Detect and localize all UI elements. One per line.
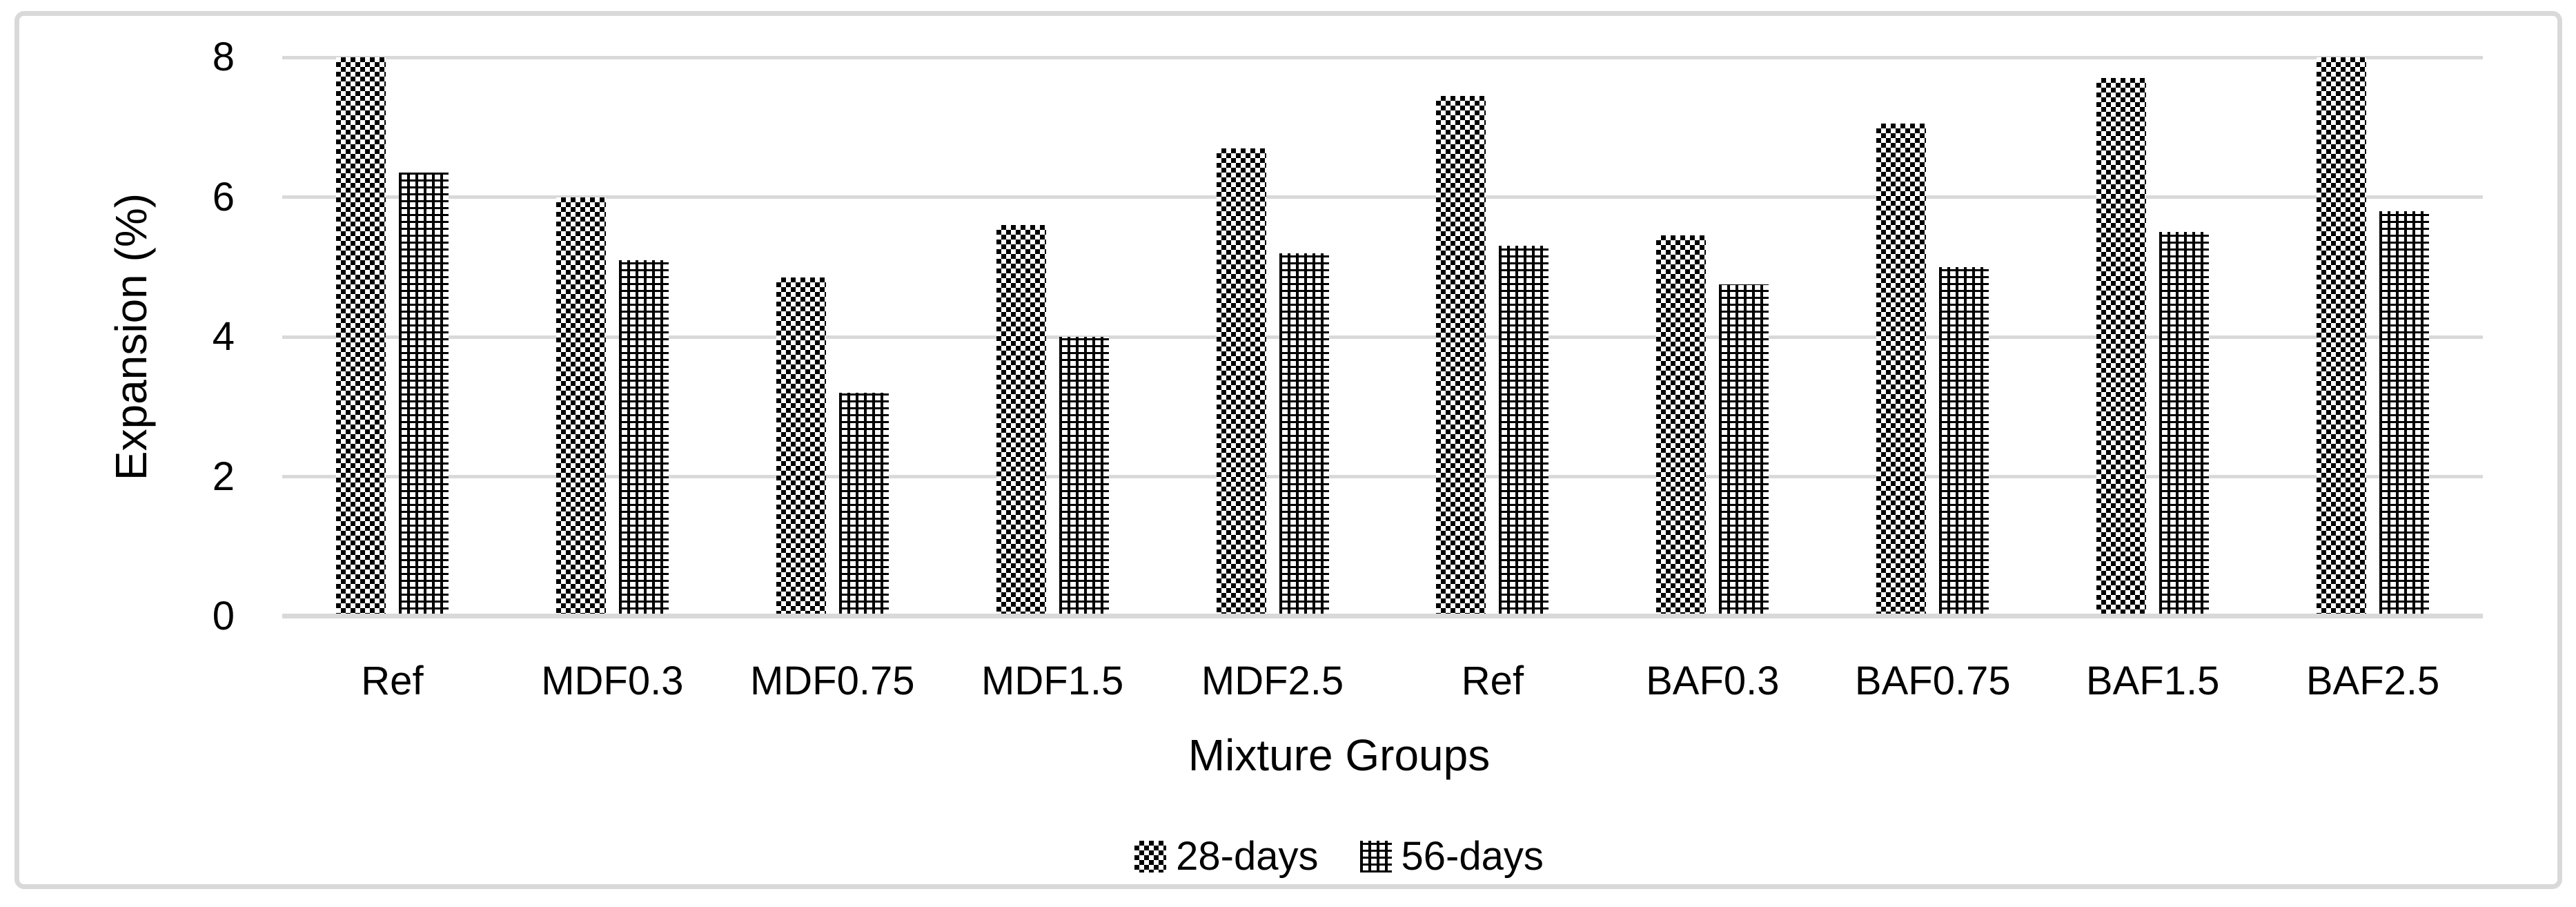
bar-28-days-MDF0.75: [776, 277, 826, 616]
bar-28-days-Ref: [335, 57, 386, 616]
y-tick-label-8: 8: [212, 35, 235, 79]
bar-56-days-BAF1.5: [2159, 232, 2210, 616]
bar-56-days-MDF1.5: [1059, 337, 1109, 616]
x-category-label-2: MDF0.75: [749, 659, 915, 703]
bar-28-days-BAF0.75: [1876, 124, 1927, 616]
y-tick-label-0: 0: [212, 594, 235, 638]
y-tick-label-4: 4: [212, 314, 235, 359]
gridline-6: [282, 195, 2483, 199]
x-category-label-8: BAF1.5: [2085, 659, 2220, 703]
legend-label: 28-days: [1176, 834, 1319, 879]
checkerboard-pattern-swatch: [1134, 841, 1167, 872]
bar-28-days-BAF1.5: [2096, 78, 2147, 616]
gridline-2: [282, 475, 2483, 478]
x-category-label-5: Ref: [1461, 659, 1524, 703]
x-category-label-7: BAF0.75: [1854, 659, 2011, 703]
legend-item-56-days: 56-days: [1359, 834, 1544, 879]
gridline-4: [282, 335, 2483, 339]
bar-56-days-MDF2.5: [1279, 253, 1329, 616]
bar-28-days-BAF0.3: [1656, 235, 1707, 616]
x-category-label-0: Ref: [361, 659, 424, 703]
bar-28-days-MDF0.3: [555, 197, 606, 616]
gridline-8: [282, 55, 2483, 59]
x-category-label-6: BAF0.3: [1646, 659, 1780, 703]
bar-56-days-Ref: [398, 173, 449, 616]
bar-56-days-Ref: [1499, 246, 1549, 616]
bar-28-days-BAF2.5: [2317, 57, 2367, 616]
bar-28-days-MDF2.5: [1216, 148, 1266, 616]
bar-56-days-BAF0.3: [1719, 284, 1769, 616]
x-axis-line: [282, 614, 2483, 618]
y-tick-label-6: 6: [212, 174, 235, 220]
x-category-label-3: MDF1.5: [981, 659, 1124, 703]
plot-area: [282, 55, 2483, 618]
chart-outer-border: [14, 11, 2562, 889]
x-axis-title: Mixture Groups: [1188, 730, 1491, 780]
chart-legend: 28-days 56-days: [51, 837, 2576, 877]
bar-56-days-BAF2.5: [2379, 211, 2430, 616]
bar-56-days-BAF0.75: [1939, 266, 1989, 616]
legend-item-28-days: 28-days: [1134, 834, 1319, 879]
dot-grid-pattern-swatch: [1359, 841, 1392, 872]
y-tick-label-2: 2: [212, 454, 235, 499]
bar-28-days-Ref: [1436, 95, 1486, 616]
bar-56-days-MDF0.75: [838, 393, 889, 616]
x-category-label-4: MDF2.5: [1201, 659, 1344, 703]
legend-label: 56-days: [1401, 834, 1544, 879]
bar-56-days-MDF0.3: [618, 260, 669, 616]
x-category-label-9: BAF2.5: [2305, 659, 2440, 703]
bar-28-days-MDF1.5: [996, 225, 1046, 616]
x-category-label-1: MDF0.3: [541, 659, 684, 703]
